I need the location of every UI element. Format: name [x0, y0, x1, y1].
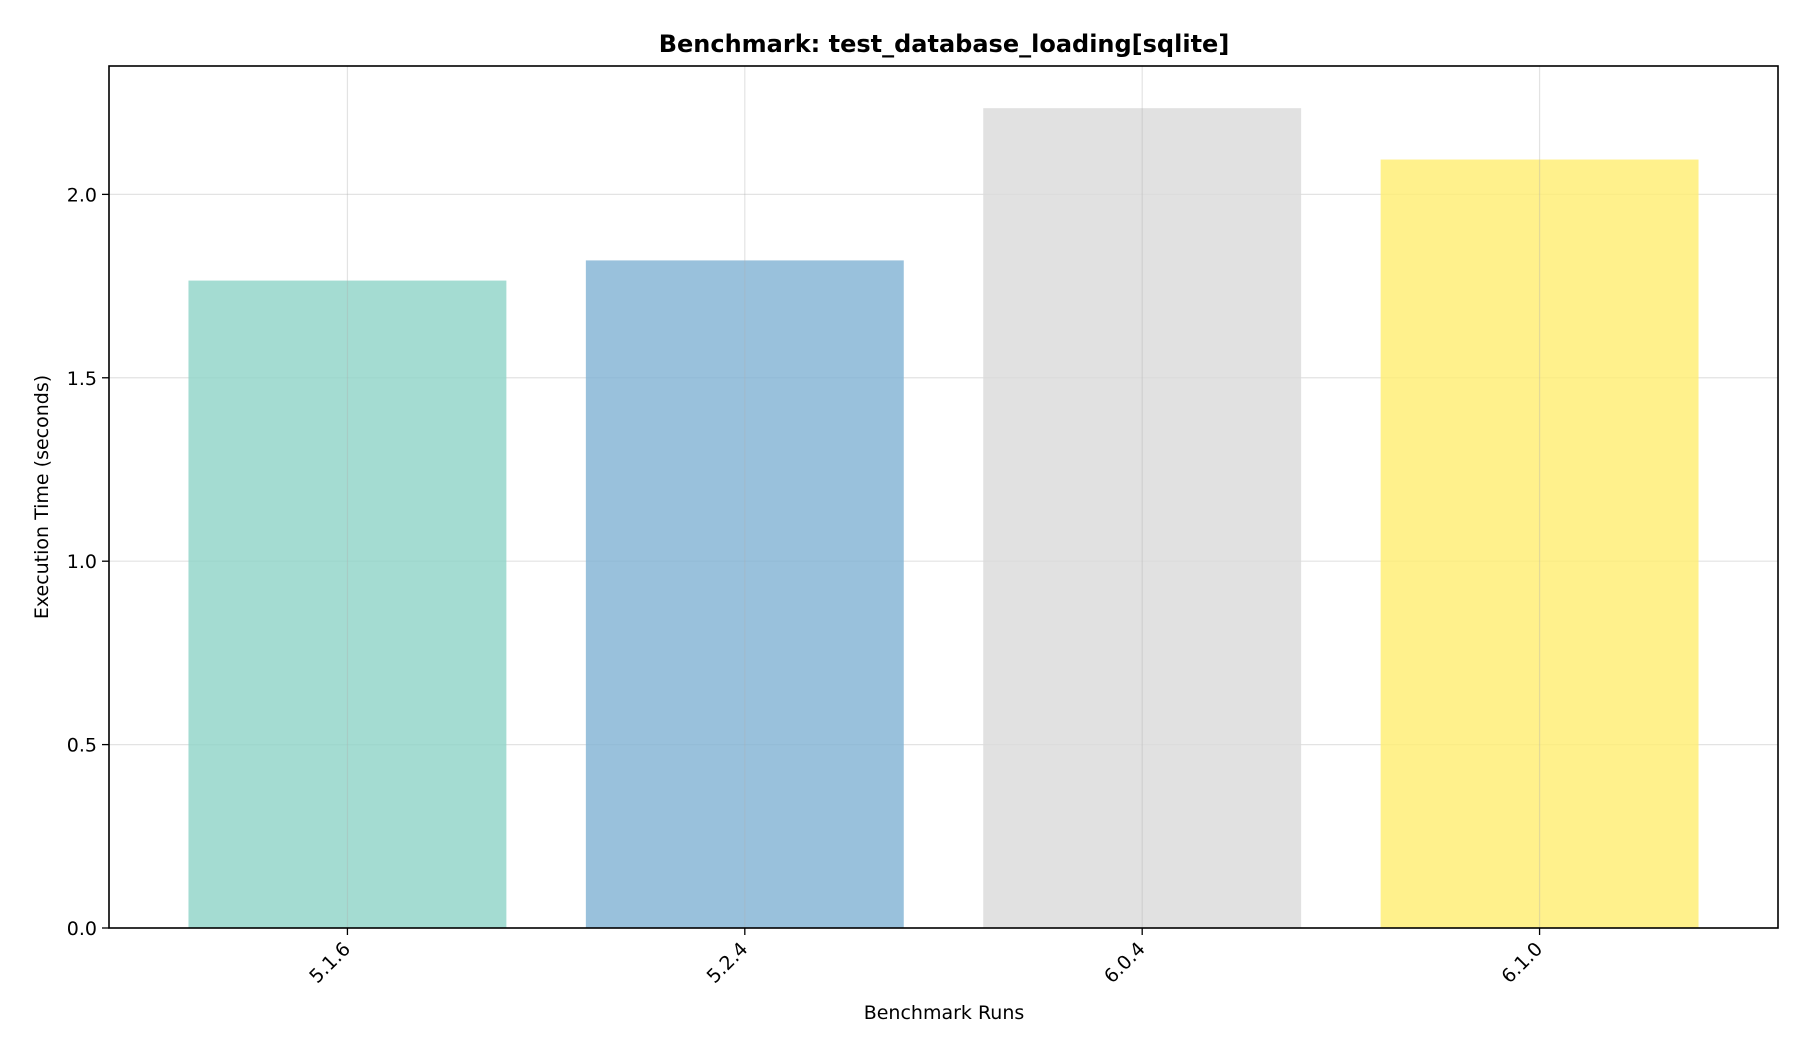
bar-6-0-4 [983, 108, 1302, 928]
y-tick-label: 1.5 [67, 368, 97, 390]
x-axis: 5.1.6 5.2.4 6.0.4 6.1.0 [305, 928, 1547, 988]
x-tick-label: 5.2.4 [703, 938, 753, 988]
bar-6-1-0 [1380, 159, 1699, 929]
bars-layer [188, 108, 1699, 929]
y-tick-label: 2.0 [67, 184, 97, 206]
x-tick-label: 6.1.0 [1497, 938, 1547, 988]
x-tick-label: 5.1.6 [305, 938, 355, 988]
x-tick-label: 6.0.4 [1100, 938, 1150, 988]
y-axis: 0.0 0.5 1.0 1.5 2.0 [67, 184, 109, 940]
plot-frame [108, 65, 1779, 929]
bar-5-2-4 [585, 260, 904, 928]
chart-title: Benchmark: test_database_loading[sqlite] [659, 30, 1230, 58]
bar-5-1-6 [188, 280, 507, 928]
x-axis-label: Benchmark Runs [864, 1002, 1025, 1024]
x-grid-layer [346, 66, 1541, 928]
y-tick-label: 1.0 [67, 551, 97, 573]
y-tick-label: 0.0 [67, 918, 97, 940]
y-axis-label: Execution Time (seconds) [31, 375, 53, 619]
y-tick-label: 0.5 [67, 735, 97, 757]
